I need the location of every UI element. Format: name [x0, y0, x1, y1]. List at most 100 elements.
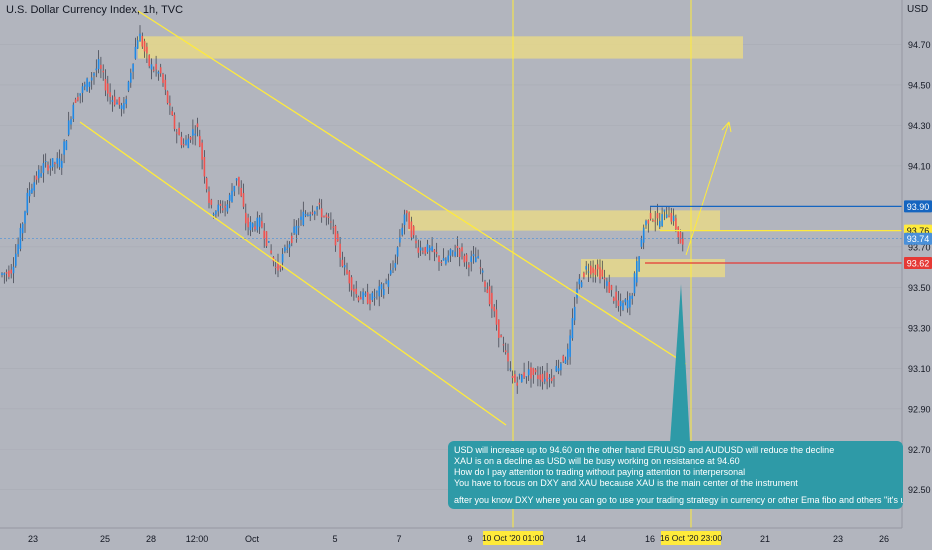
- candle-body: [652, 219, 654, 221]
- candle-body: [166, 91, 169, 104]
- candle-body: [456, 245, 459, 249]
- channel-lower-line: [79, 121, 507, 426]
- candle-body: [5, 272, 8, 274]
- x-tick-label: 14: [576, 534, 586, 544]
- candle-body: [125, 99, 127, 105]
- candle-body: [675, 218, 677, 230]
- candle-body: [578, 278, 581, 285]
- candle-body: [346, 269, 348, 274]
- candle-body: [111, 100, 114, 102]
- candle-body: [527, 369, 530, 376]
- candle-body: [109, 92, 111, 98]
- candle-body: [587, 271, 590, 273]
- candle-body: [631, 295, 633, 299]
- candle-body: [573, 306, 576, 321]
- annotation-note[interactable]: USD will increase up to 94.60 on the oth…: [448, 441, 903, 509]
- candle-body: [472, 254, 475, 257]
- candle-body: [178, 127, 180, 135]
- time-axis: 23 25 28 12:00 Oct 5 7 9 14 16 21 23 26 10 Oct '20 01…: [0, 527, 902, 545]
- candle-body: [286, 248, 288, 250]
- candle-body: [281, 254, 284, 263]
- candle-body: [67, 120, 70, 135]
- candle-body: [475, 257, 477, 263]
- candle-body: [555, 365, 558, 372]
- candle-body: [426, 244, 429, 253]
- candle-body: [594, 269, 597, 275]
- x-tick-label: 28: [146, 534, 156, 544]
- candle-body: [507, 352, 509, 362]
- candle-body: [47, 164, 49, 171]
- candle-body: [592, 267, 594, 273]
- candle-body: [539, 374, 541, 380]
- candle-body: [626, 300, 629, 309]
- candle-body: [251, 223, 254, 228]
- candle-body: [518, 374, 521, 376]
- candle-body: [638, 256, 640, 272]
- candle-body: [226, 204, 229, 212]
- candle-body: [288, 244, 291, 248]
- candle-body: [523, 372, 525, 378]
- candle-body: [348, 271, 351, 284]
- candle-body: [194, 133, 196, 136]
- candle-body: [585, 266, 587, 270]
- candle-body: [481, 270, 484, 273]
- candle-body: [376, 291, 378, 293]
- candle-body: [314, 211, 316, 215]
- candle-body: [21, 223, 24, 234]
- vertical-markers: [512, 0, 692, 528]
- candle-body: [332, 226, 334, 228]
- candle-body: [668, 216, 670, 218]
- candle-body: [516, 382, 518, 386]
- annotation-line: You have to focus on DXY and XAU because…: [454, 478, 798, 488]
- candle-body: [222, 208, 224, 211]
- candle-body: [189, 137, 192, 140]
- candle-body: [599, 267, 601, 280]
- candle-body: [307, 214, 309, 216]
- candle-body: [445, 259, 447, 264]
- candle-body: [495, 309, 498, 325]
- candle-body: [316, 206, 318, 210]
- candle-body: [26, 192, 29, 213]
- candle-body: [412, 226, 415, 236]
- candle-body: [81, 86, 84, 93]
- candle-body: [116, 102, 118, 105]
- candle-body: [70, 119, 72, 125]
- candle-body: [504, 350, 507, 353]
- candle-body: [54, 162, 56, 164]
- candle-body: [146, 46, 148, 54]
- candle-body: [231, 190, 233, 203]
- candle-body: [468, 264, 470, 268]
- candle-body: [274, 266, 277, 268]
- candle-body: [465, 254, 468, 262]
- candle-body: [192, 129, 194, 136]
- candle-body: [297, 226, 300, 228]
- candle-body: [408, 212, 410, 229]
- candle-body: [233, 185, 236, 192]
- candle-body: [171, 111, 173, 116]
- candle-body: [458, 248, 461, 257]
- candle-body: [438, 256, 440, 262]
- candle-body: [557, 368, 560, 372]
- candle-body: [196, 123, 199, 128]
- candle-body: [645, 220, 647, 226]
- candle-body: [431, 246, 433, 251]
- candle-body: [440, 261, 443, 263]
- candle-body: [560, 363, 562, 371]
- candle-body: [396, 247, 399, 257]
- candle-body: [58, 158, 61, 168]
- candle-body: [219, 203, 222, 206]
- candle-body: [325, 214, 328, 218]
- candle-body: [371, 292, 374, 301]
- candle-body: [56, 158, 58, 164]
- candle-body: [608, 281, 610, 293]
- zones: [138, 36, 743, 278]
- candle-body: [180, 136, 183, 146]
- candle-body: [502, 344, 505, 346]
- candle-body: [383, 289, 385, 296]
- candle-body: [642, 227, 645, 243]
- candle-body: [509, 368, 512, 370]
- candle-body: [610, 285, 613, 291]
- candle-body: [309, 214, 311, 217]
